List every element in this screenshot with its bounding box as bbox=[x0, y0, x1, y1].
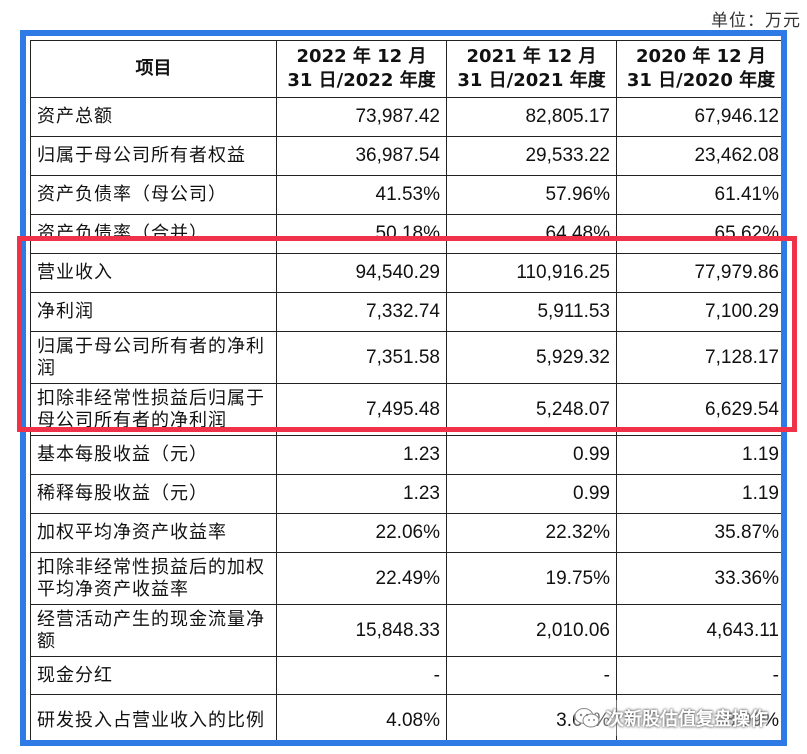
row-label: 归属于母公司所有者权益 bbox=[30, 136, 277, 176]
table-row: 净利润 7,332.74 5,911.53 7,100.29 bbox=[30, 292, 781, 332]
financial-table: 项目 2022 年 12 月 31 日/2022 年度 2021 年 12 月 … bbox=[30, 40, 781, 740]
value-2020: 77,979.86 bbox=[616, 253, 781, 293]
value-2022: 4.08% bbox=[276, 694, 447, 740]
row-label: 扣除非经常性损益后归属于母公司所有者的净利润 bbox=[30, 383, 277, 436]
value-2020: 33.36% bbox=[616, 552, 781, 605]
table-row: 资产负债率（母公司） 41.53% 57.96% 61.41% bbox=[30, 175, 781, 215]
value-2022: 94,540.29 bbox=[276, 253, 447, 293]
value-2021: 2,010.06 bbox=[446, 604, 617, 657]
table-row: 营业收入 94,540.29 110,916.25 77,979.86 bbox=[30, 253, 781, 293]
watermark-text: 次新股估值复盘操作 bbox=[606, 709, 768, 730]
value-2020: 65.62% bbox=[616, 214, 781, 254]
value-2022: 7,495.48 bbox=[276, 383, 447, 436]
value-2020: 67,946.12 bbox=[616, 97, 781, 137]
value-2021: 64.48% bbox=[446, 214, 617, 254]
row-label: 资产负债率（合并） bbox=[30, 214, 277, 254]
row-label: 资产总额 bbox=[30, 97, 277, 137]
header-row: 项目 2022 年 12 月 31 日/2022 年度 2021 年 12 月 … bbox=[30, 40, 781, 98]
table-row: 资产负债率（合并） 50.18% 64.48% 65.62% bbox=[30, 214, 781, 254]
wechat-icon bbox=[574, 708, 600, 728]
table-row: 稀释每股收益（元） 1.23 0.99 1.19 bbox=[30, 474, 781, 514]
value-2022: 1.23 bbox=[276, 474, 447, 514]
header-2020: 2020 年 12 月 31 日/2020 年度 bbox=[616, 40, 781, 98]
value-2020: 35.87% bbox=[616, 513, 781, 553]
row-label: 资产负债率（母公司） bbox=[30, 175, 277, 215]
table-row: 经营活动产生的现金流量净额 15,848.33 2,010.06 4,643.1… bbox=[30, 604, 781, 657]
row-label: 净利润 bbox=[30, 292, 277, 332]
value-2022: 36,987.54 bbox=[276, 136, 447, 176]
value-2021: 82,805.17 bbox=[446, 97, 617, 137]
table-row: 现金分红 - - - bbox=[30, 656, 781, 695]
table-row: 资产总额 73,987.42 82,805.17 67,946.12 bbox=[30, 97, 781, 137]
value-2020: 61.41% bbox=[616, 175, 781, 215]
row-label: 研发投入占营业收入的比例 bbox=[30, 694, 277, 740]
row-label: 基本每股收益（元） bbox=[30, 435, 277, 475]
value-2020: 23,462.08 bbox=[616, 136, 781, 176]
value-2020: 6,629.54 bbox=[616, 383, 781, 436]
value-2020: 7,100.29 bbox=[616, 292, 781, 332]
value-2022: 7,332.74 bbox=[276, 292, 447, 332]
value-2022: - bbox=[276, 656, 447, 695]
table-row: 扣除非经常性损益后的加权平均净资产收益率 22.49% 19.75% 33.36… bbox=[30, 552, 781, 605]
value-2022: 50.18% bbox=[276, 214, 447, 254]
row-label: 归属于母公司所有者的净利润 bbox=[30, 331, 277, 384]
table-row: 归属于母公司所有者的净利润 7,351.58 5,929.32 7,128.17 bbox=[30, 331, 781, 384]
value-2022: 41.53% bbox=[276, 175, 447, 215]
value-2021: 19.75% bbox=[446, 552, 617, 605]
row-label: 稀释每股收益（元） bbox=[30, 474, 277, 514]
row-label: 现金分红 bbox=[30, 656, 277, 695]
header-item: 项目 bbox=[30, 40, 277, 98]
value-2020: 1.19 bbox=[616, 435, 781, 475]
value-2021: 0.99 bbox=[446, 474, 617, 514]
row-label: 经营活动产生的现金流量净额 bbox=[30, 604, 277, 657]
value-2021: 57.96% bbox=[446, 175, 617, 215]
table-row: 研发投入占营业收入的比例 4.08% 3.68% 3.99% bbox=[30, 694, 781, 740]
unit-label: 单位：万元 bbox=[711, 11, 801, 31]
watermark: 次新股估值复盘操作 bbox=[574, 700, 768, 736]
value-2022: 22.49% bbox=[276, 552, 447, 605]
table-row: 加权平均净资产收益率 22.06% 22.32% 35.87% bbox=[30, 513, 781, 553]
value-2021: 29,533.22 bbox=[446, 136, 617, 176]
value-2020: 4,643.11 bbox=[616, 604, 781, 657]
value-2022: 73,987.42 bbox=[276, 97, 447, 137]
value-2021: 110,916.25 bbox=[446, 253, 617, 293]
value-2022: 1.23 bbox=[276, 435, 447, 475]
value-2021: - bbox=[446, 656, 617, 695]
value-2021: 5,929.32 bbox=[446, 331, 617, 384]
value-2021: 5,911.53 bbox=[446, 292, 617, 332]
value-2020: - bbox=[616, 656, 781, 695]
table-row: 扣除非经常性损益后归属于母公司所有者的净利润 7,495.48 5,248.07… bbox=[30, 383, 781, 436]
table-frame: 项目 2022 年 12 月 31 日/2022 年度 2021 年 12 月 … bbox=[20, 30, 787, 746]
table-row: 基本每股收益（元） 1.23 0.99 1.19 bbox=[30, 435, 781, 475]
value-2021: 0.99 bbox=[446, 435, 617, 475]
value-2021: 5,248.07 bbox=[446, 383, 617, 436]
value-2022: 7,351.58 bbox=[276, 331, 447, 384]
header-2022: 2022 年 12 月 31 日/2022 年度 bbox=[276, 40, 447, 98]
header-2021: 2021 年 12 月 31 日/2021 年度 bbox=[446, 40, 617, 98]
value-2020: 7,128.17 bbox=[616, 331, 781, 384]
value-2021: 22.32% bbox=[446, 513, 617, 553]
value-2022: 15,848.33 bbox=[276, 604, 447, 657]
value-2020: 1.19 bbox=[616, 474, 781, 514]
row-label: 加权平均净资产收益率 bbox=[30, 513, 277, 553]
value-2022: 22.06% bbox=[276, 513, 447, 553]
table-row: 归属于母公司所有者权益 36,987.54 29,533.22 23,462.0… bbox=[30, 136, 781, 176]
row-label: 扣除非经常性损益后的加权平均净资产收益率 bbox=[30, 552, 277, 605]
value-2020: 3.99% bbox=[616, 694, 781, 740]
row-label: 营业收入 bbox=[30, 253, 277, 293]
